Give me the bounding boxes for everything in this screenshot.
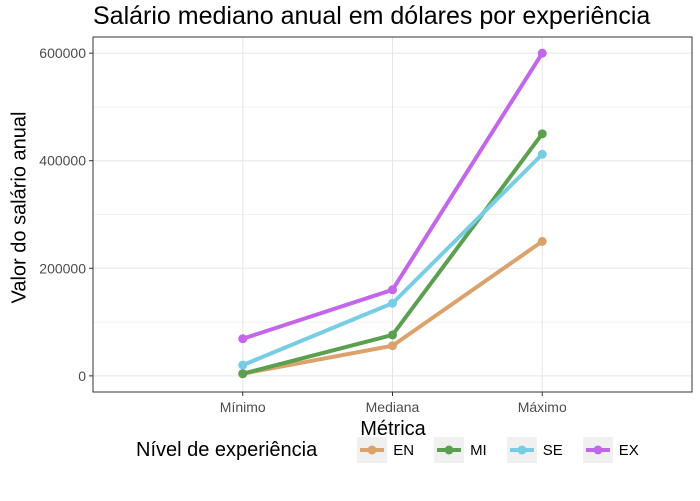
legend-title: Nível de experiência [136, 438, 318, 461]
y-tick-label: 600000 [39, 45, 86, 61]
chart-title: Salário mediano anual em dólares por exp… [93, 2, 651, 30]
legend-label: EN [393, 441, 415, 459]
x-tick-label: Mediana [366, 399, 420, 415]
data-point-mi [238, 369, 248, 379]
legend-label: SE [542, 441, 563, 459]
legend-label: MI [470, 441, 487, 459]
data-point-en [537, 236, 547, 246]
data-point-se [388, 298, 397, 308]
data-point-se [238, 360, 248, 370]
legend-item-se: SE [506, 437, 575, 463]
x-axis-label: Métrica [360, 418, 426, 440]
legend-key [582, 437, 613, 463]
data-point-ex [537, 48, 547, 58]
plot-border [92, 36, 693, 393]
x-tick-label: Mínimo [220, 399, 266, 415]
y-tick-label: 400000 [39, 153, 86, 169]
data-point-en [388, 341, 397, 351]
data-point-ex [238, 334, 248, 344]
legend-key [357, 437, 388, 463]
data-point-mi [388, 330, 397, 340]
data-point-se [537, 149, 547, 159]
legend-item-en: EN [357, 437, 426, 463]
legend-item-mi: MI [434, 437, 499, 463]
legend-key [434, 437, 465, 463]
data-point-ex [388, 285, 397, 295]
y-tick-label: 0 [78, 368, 86, 384]
data-point-mi [537, 129, 547, 139]
legend-label: EX [618, 441, 639, 459]
legend-item-ex: EX [582, 437, 651, 463]
legend-key [506, 437, 537, 463]
x-tick-label: Máximo [518, 399, 567, 415]
legend: Nível de experiência EN MI SE EX [136, 435, 659, 465]
y-tick-label: 200000 [39, 260, 86, 276]
